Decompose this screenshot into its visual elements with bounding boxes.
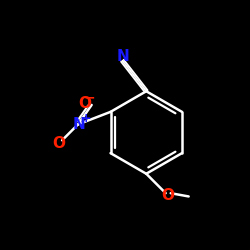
Text: N: N [73, 117, 86, 132]
Text: O: O [52, 136, 65, 151]
Text: −: − [84, 90, 96, 104]
Text: O: O [162, 188, 175, 203]
Text: +: + [80, 112, 91, 126]
Text: O: O [78, 96, 91, 111]
Text: N: N [117, 50, 130, 64]
